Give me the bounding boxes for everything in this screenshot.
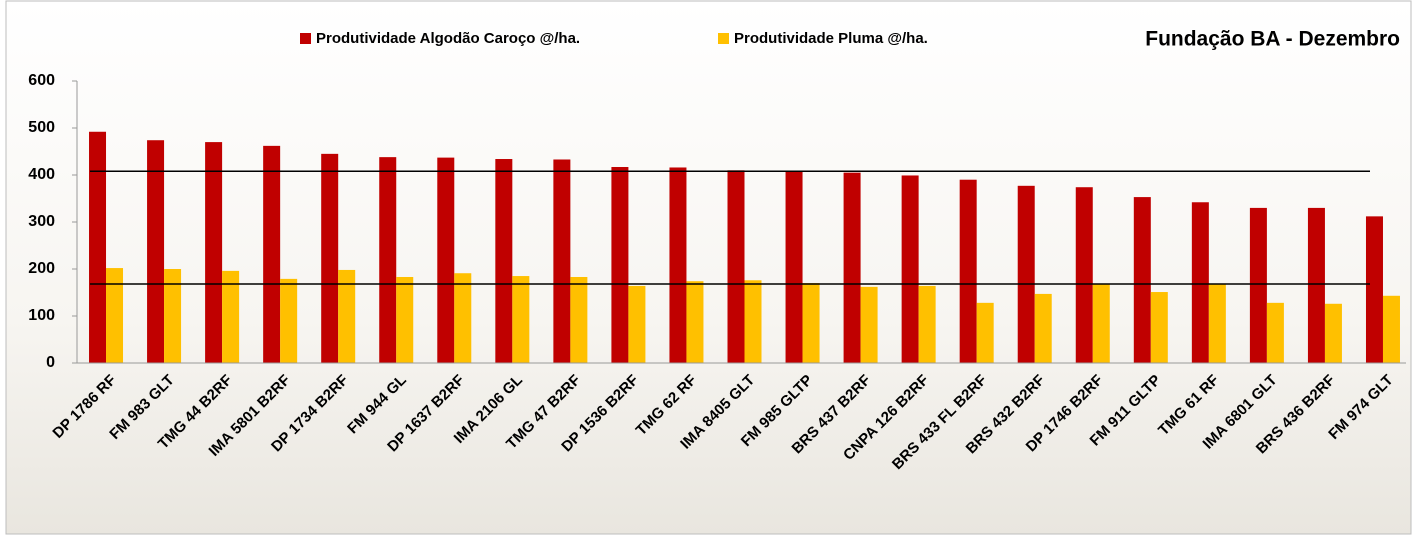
bar — [222, 270, 240, 363]
bar — [1208, 284, 1226, 363]
bar — [686, 281, 704, 363]
y-tick-label: 300 — [28, 213, 55, 230]
bar — [570, 276, 588, 363]
y-tick-label: 400 — [28, 166, 55, 183]
bar — [338, 269, 356, 363]
bar — [164, 269, 182, 363]
bar — [495, 159, 513, 363]
chart-frame — [5, 0, 1412, 535]
legend-label: Produtividade Pluma @/ha. — [734, 30, 928, 47]
bar — [1092, 284, 1110, 363]
bar — [1034, 293, 1052, 363]
legend-label: Produtividade Algodão Caroço @/ha. — [316, 30, 580, 47]
bar — [1324, 303, 1342, 363]
bar — [553, 159, 571, 363]
bar — [959, 179, 977, 363]
bar — [1266, 302, 1284, 363]
y-tick-label: 0 — [46, 354, 55, 371]
legend-swatch — [300, 33, 311, 44]
bar — [1133, 197, 1151, 363]
bar — [802, 283, 820, 363]
y-tick-label: 500 — [28, 119, 55, 136]
bar — [1017, 185, 1035, 363]
bar — [321, 153, 339, 363]
bar — [1249, 207, 1267, 363]
bar — [628, 285, 646, 363]
bar — [1365, 216, 1383, 363]
bar — [785, 171, 803, 363]
bar — [454, 273, 472, 363]
bar — [976, 302, 994, 363]
bar — [379, 157, 397, 363]
bar — [843, 172, 861, 363]
bar — [1191, 202, 1209, 363]
bar — [280, 278, 298, 363]
bar — [611, 167, 629, 363]
bar — [744, 280, 762, 363]
bar — [1075, 187, 1093, 363]
y-tick-label: 600 — [28, 72, 55, 89]
bar — [860, 286, 878, 363]
chart-title: Fundação BA - Dezembro — [1145, 28, 1400, 51]
bar — [1307, 207, 1325, 363]
bar — [918, 285, 936, 363]
bar — [1150, 292, 1168, 363]
legend-swatch — [718, 33, 729, 44]
bar — [901, 175, 919, 363]
bar — [89, 131, 107, 363]
bar — [437, 157, 455, 363]
bar — [727, 170, 745, 363]
bar — [669, 167, 687, 363]
bar — [512, 276, 530, 363]
bar — [205, 142, 223, 363]
y-tick-label: 100 — [28, 307, 55, 324]
bar — [396, 276, 414, 363]
y-tick-label: 200 — [28, 260, 55, 277]
bar — [106, 268, 124, 363]
bar — [263, 145, 281, 363]
bar — [1382, 295, 1400, 363]
bar — [147, 140, 165, 363]
